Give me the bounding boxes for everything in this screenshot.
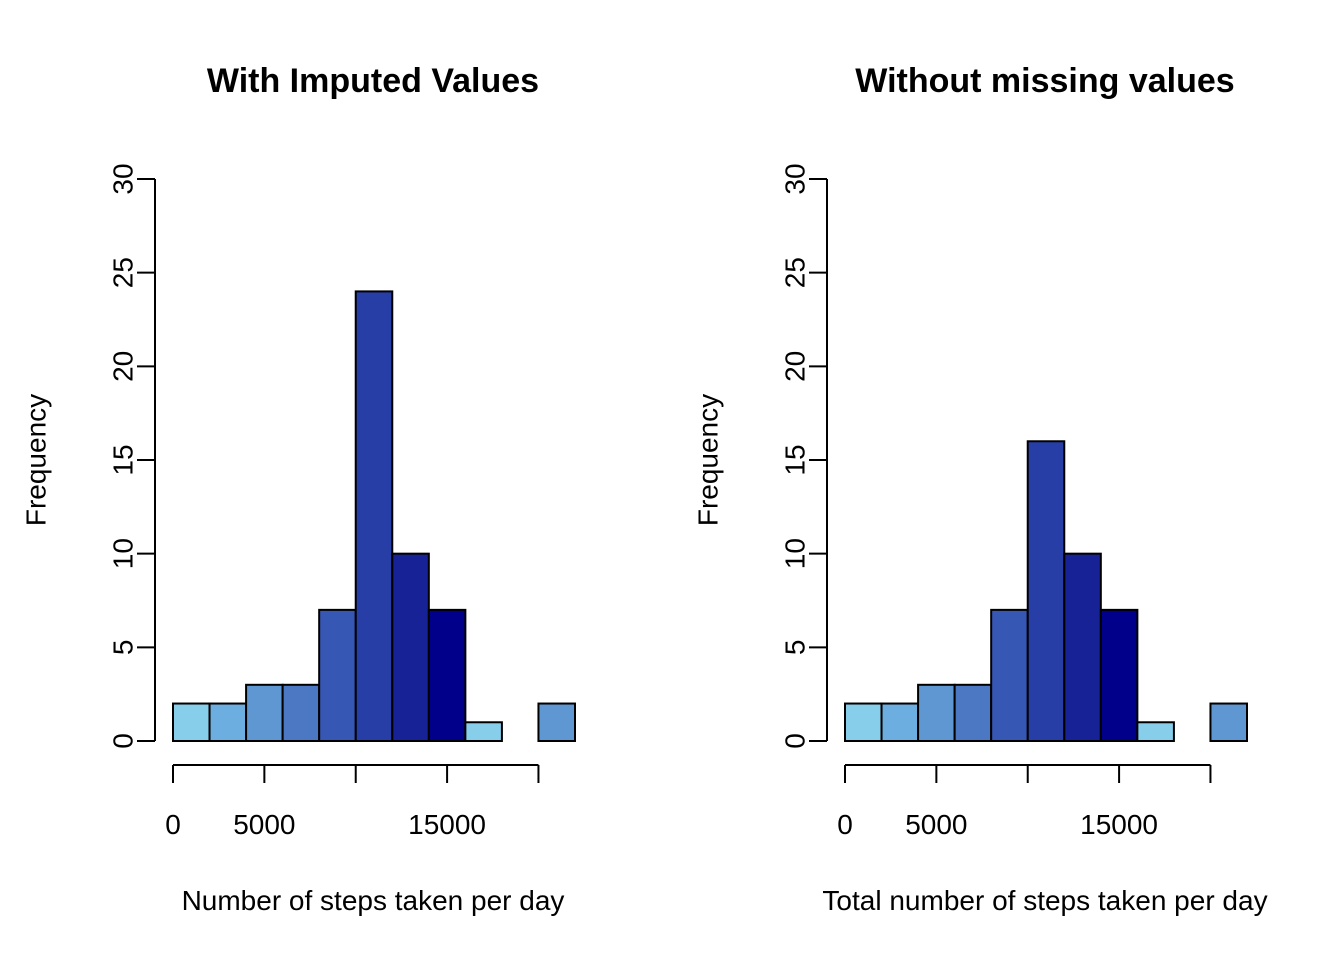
x-tick-label: 15000 [1080, 809, 1158, 840]
histogram-bar [208, 702, 248, 742]
histogram-bar [1099, 608, 1139, 742]
histogram-bar [537, 702, 576, 742]
y-tick-label: 20 [108, 351, 139, 382]
histogram-bar [917, 683, 956, 742]
histogram-bar [172, 702, 211, 742]
histogram-bar [1063, 552, 1102, 743]
histogram-bar [464, 721, 503, 742]
y-tick-label: 30 [780, 163, 811, 194]
histogram-bar [427, 608, 467, 742]
chart-title: With Imputed Values [207, 62, 539, 100]
y-tick-label: 15 [108, 444, 139, 475]
y-axis-label: Frequency [693, 394, 724, 526]
y-axis-label: Frequency [21, 394, 52, 526]
y-tick-label: 15 [780, 444, 811, 475]
y-tick-label: 30 [108, 163, 139, 194]
histogram-bar [1136, 721, 1175, 742]
y-tick-label: 20 [780, 351, 811, 382]
histogram-panel-2: Without missing values 0 5 10 15 20 25 30 0 5000 1… [693, 62, 1268, 916]
y-tick-label: 10 [780, 538, 811, 569]
y-tick-label: 0 [780, 733, 811, 749]
y-tick-label: 10 [108, 538, 139, 569]
histogram-bar [880, 702, 920, 742]
histogram-bar [354, 290, 394, 742]
histogram-bar [245, 683, 284, 742]
histogram-panel-1: With Imputed Values 0 5 10 15 20 25 30 0 5000 1500… [21, 62, 576, 916]
y-tick-label: 5 [780, 640, 811, 656]
x-tick-label: 0 [165, 809, 181, 840]
x-tick-label: 5000 [905, 809, 967, 840]
histogram-bar [281, 683, 321, 742]
histogram-bar [391, 552, 430, 743]
histogram-bar [318, 608, 357, 742]
x-axis-label: Total number of steps taken per day [822, 885, 1267, 916]
x-axis-label: Number of steps taken per day [182, 885, 565, 916]
y-tick-label: 0 [108, 733, 139, 749]
x-tick-label: 5000 [233, 809, 295, 840]
y-tick-label: 5 [108, 640, 139, 656]
histogram-bar [953, 683, 993, 742]
y-tick-label: 25 [108, 257, 139, 288]
histogram-bar [1026, 440, 1066, 742]
histogram-bar [1209, 702, 1249, 742]
histogram-bar [990, 608, 1029, 742]
x-tick-label: 0 [837, 809, 853, 840]
histogram-bar [844, 702, 883, 742]
y-tick-label: 25 [780, 257, 811, 288]
x-tick-label: 15000 [408, 809, 486, 840]
chart-title: Without missing values [855, 62, 1234, 100]
